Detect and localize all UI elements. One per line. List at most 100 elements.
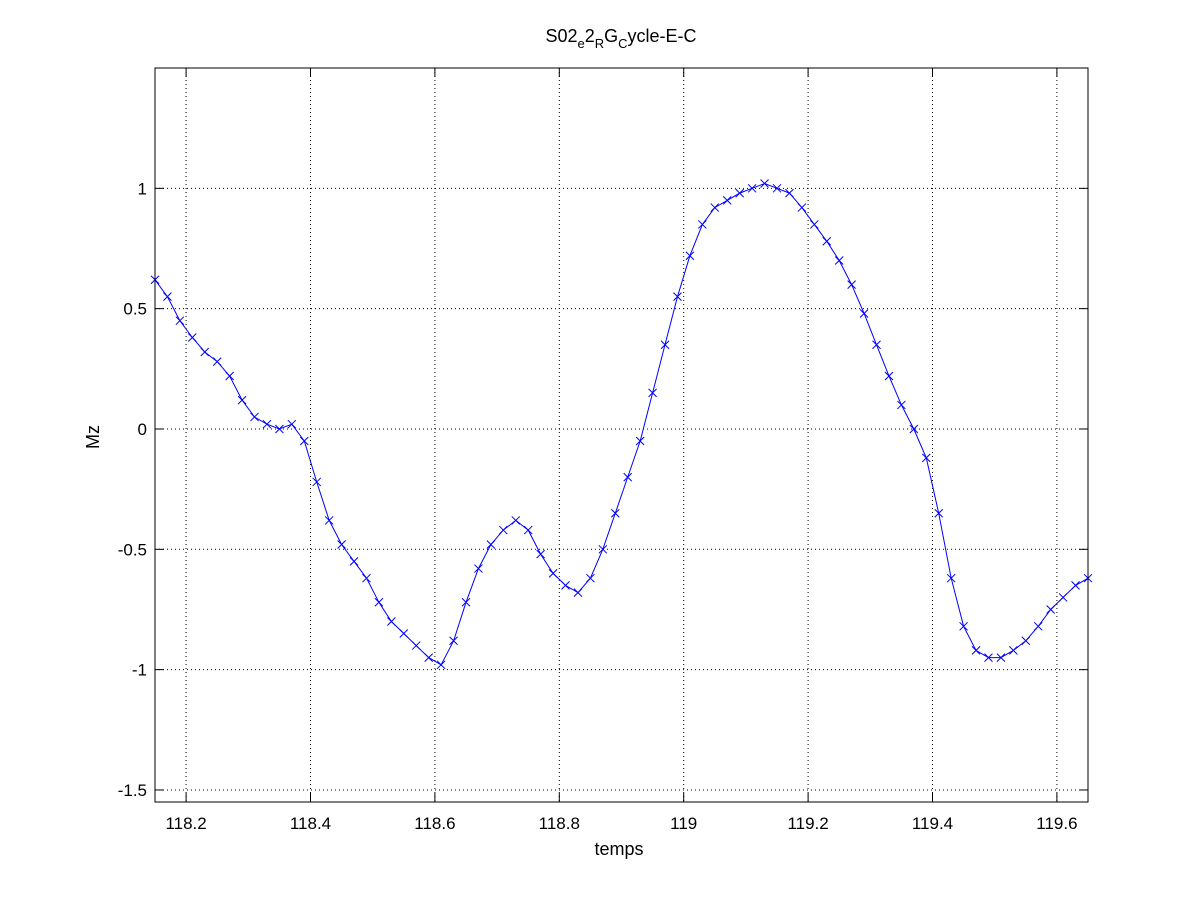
title-part: R: [595, 36, 604, 51]
y-tick-label: -1: [132, 661, 147, 680]
data-point-marker: [834, 256, 844, 265]
data-point-marker: [984, 653, 993, 662]
x-tick-label: 118.8: [539, 814, 580, 833]
y-axis-label: Mz: [83, 425, 103, 449]
title-part: C: [618, 36, 627, 51]
data-point-marker: [511, 516, 521, 525]
x-tick-label: 118.4: [290, 814, 331, 833]
data-point-marker: [374, 597, 384, 607]
data-point-marker: [946, 573, 956, 583]
plot-area: [155, 68, 1088, 802]
data-point-marker: [1009, 646, 1018, 655]
tick-labels: 118.2 118.4 118.6 118.8 119 119.2 119.4 119.6 -1…: [118, 179, 1078, 833]
data-point-marker: [722, 196, 732, 205]
data-point-marker: [486, 540, 496, 549]
data-series: [150, 179, 1093, 670]
data-point-marker: [275, 424, 284, 434]
data-point-marker: [474, 564, 483, 573]
data-point-marker: [698, 220, 707, 229]
data-point-marker: [262, 419, 272, 429]
data-point-marker: [387, 617, 396, 626]
data-point-marker: [411, 641, 421, 650]
data-point-marker: [884, 371, 894, 381]
data-point-marker: [573, 588, 583, 597]
data-point-marker: [934, 508, 944, 518]
data-point-marker: [586, 573, 595, 583]
data-point-marker: [859, 309, 869, 318]
data-point-marker: [909, 424, 919, 434]
data-point-marker: [424, 653, 434, 662]
data-point-marker: [362, 573, 371, 583]
x-tick-label: 119: [670, 814, 697, 833]
x-tick-label: 118.6: [414, 814, 455, 833]
data-point-marker: [809, 220, 819, 229]
data-point-marker: [561, 581, 570, 590]
data-point-marker: [237, 395, 247, 405]
data-point-marker: [1046, 605, 1056, 614]
y-tick-label: 0.5: [123, 300, 147, 319]
data-point-marker: [685, 251, 695, 261]
data-point-marker: [163, 292, 172, 301]
y-tick-label: -0.5: [118, 540, 147, 559]
y-tick-label: -1.5: [118, 781, 147, 800]
data-point-marker: [1071, 581, 1080, 590]
data-point-marker: [187, 333, 197, 342]
data-point-marker: [498, 525, 508, 535]
data-point-marker: [710, 203, 720, 212]
data-point-marker: [1058, 593, 1068, 602]
title-part: e: [577, 36, 584, 51]
data-point-marker: [959, 621, 968, 631]
data-point-marker: [971, 646, 981, 655]
data-point-marker: [461, 597, 471, 607]
data-point-marker: [299, 436, 309, 446]
data-point-marker: [747, 183, 757, 193]
plot-frame: [154, 67, 1089, 803]
data-point-marker: [337, 540, 346, 549]
data-point-marker: [1033, 621, 1043, 631]
data-point-marker: [760, 179, 769, 188]
data-point-marker: [349, 556, 359, 566]
data-point-marker: [200, 347, 210, 357]
data-point-marker: [797, 203, 807, 212]
data-point-marker: [635, 436, 645, 446]
title-part: ycle-E-C: [628, 26, 697, 46]
y-tick-label: 0: [138, 420, 147, 439]
title-part: 2: [585, 26, 595, 46]
data-point-marker: [536, 549, 545, 559]
x-tick-label: 119.2: [787, 814, 828, 833]
data-point-marker: [548, 569, 558, 578]
x-tick-label: 118.2: [165, 814, 206, 833]
data-point-marker: [921, 453, 931, 463]
data-point-marker: [996, 653, 1006, 662]
data-point-marker: [785, 188, 794, 198]
data-point-marker: [772, 183, 782, 193]
data-point-marker: [324, 516, 334, 525]
data-point-marker: [225, 371, 234, 381]
data-point-marker: [847, 280, 856, 289]
data-point-marker: [610, 508, 620, 518]
title-part: G: [604, 26, 618, 46]
data-point-marker: [822, 236, 832, 246]
data-point-marker: [399, 629, 409, 638]
data-point-marker: [250, 412, 259, 422]
x-axis-label: temps: [594, 839, 643, 859]
data-point-marker: [872, 340, 881, 350]
data-point-marker: [287, 419, 297, 429]
y-tick-label: 1: [138, 179, 147, 198]
x-tick-label: 119.4: [912, 814, 953, 833]
axis-ticks: [155, 68, 1088, 802]
title-part: S02: [545, 26, 577, 46]
data-point-marker: [312, 477, 322, 487]
chart-title: S02e2RGCycle-E-C: [545, 26, 696, 51]
data-point-marker: [648, 388, 657, 398]
data-point-marker: [660, 340, 670, 350]
data-point-marker: [598, 544, 608, 554]
series-line: [154, 182, 1089, 666]
data-point-marker: [212, 357, 222, 366]
data-point-marker: [449, 636, 458, 646]
data-point-marker: [735, 188, 745, 198]
data-point-marker: [673, 292, 682, 301]
data-point-marker: [175, 316, 185, 326]
data-point-marker: [897, 400, 906, 410]
